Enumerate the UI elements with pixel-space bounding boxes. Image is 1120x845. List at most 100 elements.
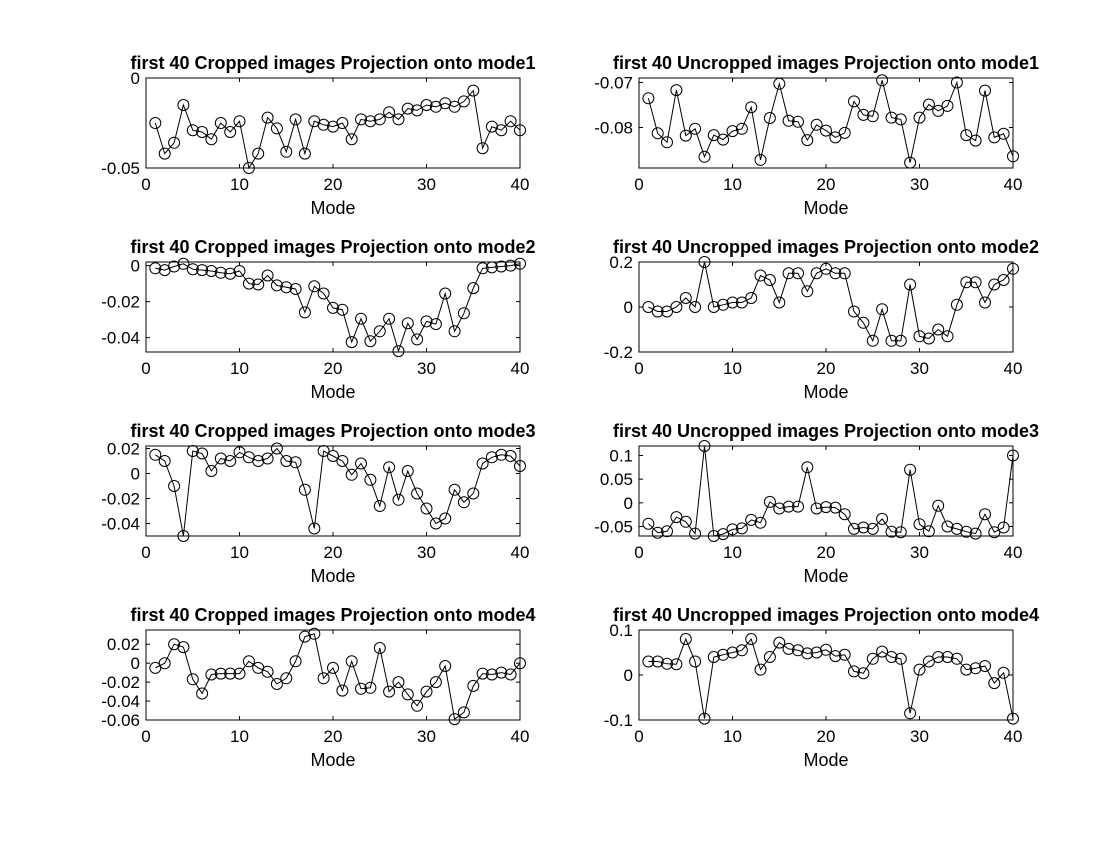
x-axis-label: Mode: [803, 566, 848, 586]
data-point: [373, 500, 386, 512]
data-point: [876, 303, 889, 316]
series-line: [648, 445, 1014, 537]
data-point: [420, 685, 433, 698]
data-point: [504, 259, 517, 272]
data-point: [745, 101, 758, 114]
data-point: [401, 102, 414, 115]
data-point: [392, 676, 405, 689]
x-tick-label: 30: [417, 543, 436, 562]
data-point: [997, 127, 1010, 140]
data-point: [679, 129, 692, 142]
x-tick-label: 10: [230, 359, 249, 378]
data-point: [894, 113, 907, 126]
data-point: [233, 115, 246, 128]
data-point: [467, 84, 480, 97]
y-tick-label: -0.04: [101, 692, 140, 711]
data-point: [782, 114, 795, 127]
data-point: [997, 521, 1010, 534]
data-point: [196, 126, 209, 138]
data-point: [838, 267, 851, 280]
data-point: [467, 487, 480, 500]
data-point: [177, 530, 190, 542]
data-point: [457, 307, 470, 320]
data-point: [801, 647, 814, 660]
series-line: [155, 633, 521, 720]
x-tick-label: 10: [723, 359, 742, 378]
data-point: [670, 511, 683, 524]
data-point: [355, 312, 367, 325]
data-point: [848, 95, 860, 108]
data-point: [476, 457, 489, 470]
data-point: [922, 525, 935, 538]
data-point: [763, 112, 776, 124]
data-point: [792, 644, 804, 657]
data-point: [383, 106, 396, 119]
y-tick-label: -0.05: [594, 518, 633, 537]
y-tick-label: 0: [131, 257, 140, 276]
data-point: [392, 345, 405, 358]
data-point: [679, 292, 692, 304]
data-point: [717, 133, 730, 146]
y-tick-label: 0.1: [609, 621, 633, 640]
data-point: [876, 74, 889, 87]
x-tick-label: 0: [141, 359, 150, 378]
series-line: [647, 80, 1014, 163]
x-axis-label: Mode: [310, 198, 355, 218]
y-tick-label: 0: [131, 465, 140, 484]
x-axis-label: Mode: [310, 382, 355, 402]
data-point: [514, 124, 526, 137]
data-point: [782, 500, 795, 513]
data-point: [838, 648, 851, 661]
data-point: [904, 707, 917, 720]
data-point: [214, 452, 227, 465]
data-point: [866, 522, 879, 535]
axes-box: [145, 77, 521, 169]
x-tick-label: 30: [910, 543, 929, 562]
data-point: [205, 668, 218, 681]
data-point: [448, 100, 461, 113]
data-point: [969, 662, 982, 675]
data-point: [214, 266, 227, 279]
data-point: [651, 655, 664, 668]
data-point: [149, 262, 162, 275]
data-point: [149, 117, 162, 129]
data-point: [439, 660, 452, 672]
x-tick-label: 30: [910, 359, 929, 378]
data-point: [233, 667, 246, 680]
data-point: [420, 99, 433, 111]
data-point: [373, 642, 386, 654]
data-point: [670, 301, 683, 313]
x-tick-label: 20: [817, 727, 836, 746]
y-tick-label: -0.06: [101, 711, 140, 730]
data-point: [364, 681, 377, 694]
data-point: [411, 333, 424, 346]
data-point: [252, 147, 265, 160]
data-point: [196, 264, 209, 277]
chart-panel-5: first 40 Cropped images Projection onto …: [101, 421, 535, 586]
x-axis-label: Mode: [803, 382, 848, 402]
x-tick-label: 40: [1004, 543, 1023, 562]
data-point: [810, 118, 823, 131]
data-point: [439, 287, 452, 300]
data-point: [224, 667, 237, 680]
data-point: [439, 512, 452, 525]
x-tick-label: 0: [634, 175, 643, 194]
data-point: [894, 526, 907, 539]
data-point: [689, 655, 702, 668]
data-point: [885, 111, 898, 124]
data-point: [661, 136, 673, 149]
data-point: [754, 663, 767, 676]
data-point: [411, 487, 424, 500]
data-point: [810, 502, 823, 515]
x-axis-label: Mode: [310, 566, 355, 586]
chart-panel-1: first 40 Cropped images Projection onto …: [101, 53, 535, 218]
data-point: [820, 501, 832, 514]
data-point: [754, 516, 767, 529]
x-tick-label: 30: [417, 727, 436, 746]
data-point: [763, 274, 776, 286]
data-point: [801, 134, 814, 147]
data-point: [233, 446, 246, 459]
data-point: [270, 122, 283, 135]
data-point: [735, 122, 748, 135]
data-point: [261, 452, 274, 465]
